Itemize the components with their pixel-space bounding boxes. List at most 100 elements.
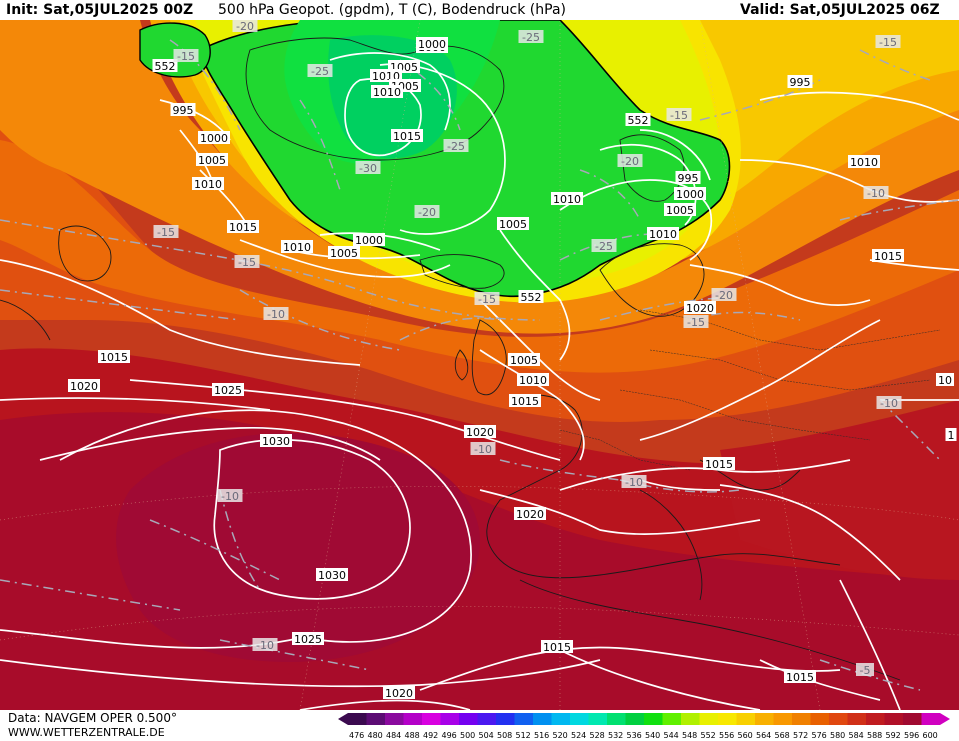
temperature-label-text: -15: [177, 50, 195, 63]
pressure-label: 1010: [551, 192, 583, 206]
pressure-label: 1030: [316, 568, 348, 582]
pressure-label-bg: [508, 353, 540, 366]
pressure-label-text: 1005: [330, 247, 358, 260]
pressure-label-text: 1025: [214, 384, 242, 397]
pressure-label-text: 1015: [874, 250, 902, 263]
temperature-label: -15: [875, 35, 901, 49]
pressure-label: 1015: [227, 220, 259, 234]
pressure-label: 1020: [514, 507, 546, 521]
colorbar-tick-label: 488: [405, 731, 420, 740]
temperature-label-bg: [621, 475, 647, 488]
temperature-label-text: -10: [474, 443, 492, 456]
temperature-label-bg: [232, 20, 258, 32]
pressure-label: 1015: [784, 670, 816, 684]
pressure-label-bg: [68, 379, 100, 392]
pressure-label-bg: [518, 290, 544, 303]
pressure-label-bg: [509, 394, 541, 407]
colorbar-swatch: [496, 713, 515, 725]
temperature-label-text: -10: [867, 187, 885, 200]
pressure-label-text: 1005: [198, 154, 226, 167]
pressure-label-text: 1020: [385, 687, 413, 700]
pressure-label: 995: [675, 171, 701, 185]
colorbar-tick-label: 552: [701, 731, 716, 740]
pressure-label-bg: [684, 301, 716, 314]
pressure-label-bg: [316, 568, 348, 581]
pressure-label-text: 1005: [666, 204, 694, 217]
pressure-label: 1005: [664, 203, 696, 217]
pressure-label: 1020: [383, 686, 415, 700]
temperature-label-text: -25: [595, 240, 613, 253]
pressure-label-bg: [464, 425, 496, 438]
colorbar-tick-label: 536: [627, 731, 642, 740]
pressure-label-text: 1015: [543, 641, 571, 654]
pressure-label-text: 1010: [194, 178, 222, 191]
pressure-label-text: 1030: [318, 569, 346, 582]
pressure-label-text: 995: [678, 172, 699, 185]
temperature-label: -10: [263, 307, 289, 321]
colorbar-tick-label: 596: [904, 731, 919, 740]
colorbar-swatch: [773, 713, 792, 725]
temperature-label-text: -15: [687, 316, 705, 329]
temperature-label-bg: [518, 30, 544, 43]
pressure-label-bg: [514, 507, 546, 520]
pressure-label-bg: [848, 155, 880, 168]
colorbar-tick-label: 576: [812, 731, 827, 740]
temperature-label: -15: [474, 292, 500, 306]
temperature-label-bg: [263, 307, 289, 320]
colorbar-swatch: [792, 713, 811, 725]
colorbar-swatch: [440, 713, 459, 725]
colorbar-tick-label: 492: [423, 731, 438, 740]
pressure-label-bg: [328, 246, 360, 259]
colorbar-swatch: [533, 713, 552, 725]
pressure-label-text: 1030: [262, 435, 290, 448]
colorbar-tick-label: 504: [479, 731, 494, 740]
pressure-label-text: 1015: [511, 395, 539, 408]
temperature-label: -25: [443, 139, 469, 153]
temperature-label: -20: [414, 205, 440, 219]
pressure-label-text: 995: [790, 76, 811, 89]
temperature-label-text: -15: [157, 226, 175, 239]
colorbar-swatch: [681, 713, 700, 725]
pressure-label-bg: [212, 383, 244, 396]
temperature-label-text: -20: [418, 206, 436, 219]
temperature-label-bg: [666, 108, 692, 121]
temperature-label: -10: [217, 489, 243, 503]
temperature-label: -15: [153, 225, 179, 239]
temperature-label-bg: [173, 49, 199, 62]
colorbar-arrow-low: [338, 713, 348, 725]
pressure-label: 1010: [647, 227, 679, 241]
colorbar-tick-label: 540: [645, 731, 660, 740]
colorbar-tick-label: 572: [793, 731, 808, 740]
pressure-label-bg: [198, 131, 230, 144]
pressure-label-text: 1015: [705, 458, 733, 471]
pressure-label-text: 1010: [519, 374, 547, 387]
pressure-label: 1030: [260, 434, 292, 448]
colorbar-swatch: [366, 713, 385, 725]
temperature-label-text: -10: [625, 476, 643, 489]
colorbar-tick-label: 520: [553, 731, 568, 740]
pressure-label-text: 1015: [393, 130, 421, 143]
chart-footer: Data: NAVGEM OPER 0.500° WWW.WETTERZENTR…: [0, 710, 959, 741]
temperature-label-bg: [443, 139, 469, 152]
colorbar-swatch: [829, 713, 848, 725]
temperature-label-bg: [355, 161, 381, 174]
colorbar-tick-label: 564: [756, 731, 771, 740]
pressure-label: 1000: [674, 187, 706, 201]
pressure-label-bg: [872, 249, 904, 262]
temperature-label: -15: [173, 49, 199, 63]
pressure-label-bg: [383, 686, 415, 699]
temperature-label-text: -10: [267, 308, 285, 321]
colorbar-swatch: [570, 713, 589, 725]
pressure-label-text: 1: [948, 429, 955, 442]
pressure-label-text: 1000: [676, 188, 704, 201]
init-time-label: Init: Sat,05JUL2025 00Z: [6, 2, 194, 18]
pressure-label: 1010: [371, 85, 403, 99]
temperature-labels: -20 -15 -25 -25 -25 -30 -20 -15 -15 -10 -15 -20 -15 -…: [153, 20, 902, 677]
colorbar-swatch: [662, 713, 681, 725]
colorbar-tick-label: 592: [886, 731, 901, 740]
pressure-label-bg: [227, 220, 259, 233]
temperature-label-bg: [617, 154, 643, 167]
colorbar-tick-label: 580: [830, 731, 845, 740]
temperature-label-bg: [234, 255, 260, 268]
pressure-label: 552: [518, 290, 544, 304]
